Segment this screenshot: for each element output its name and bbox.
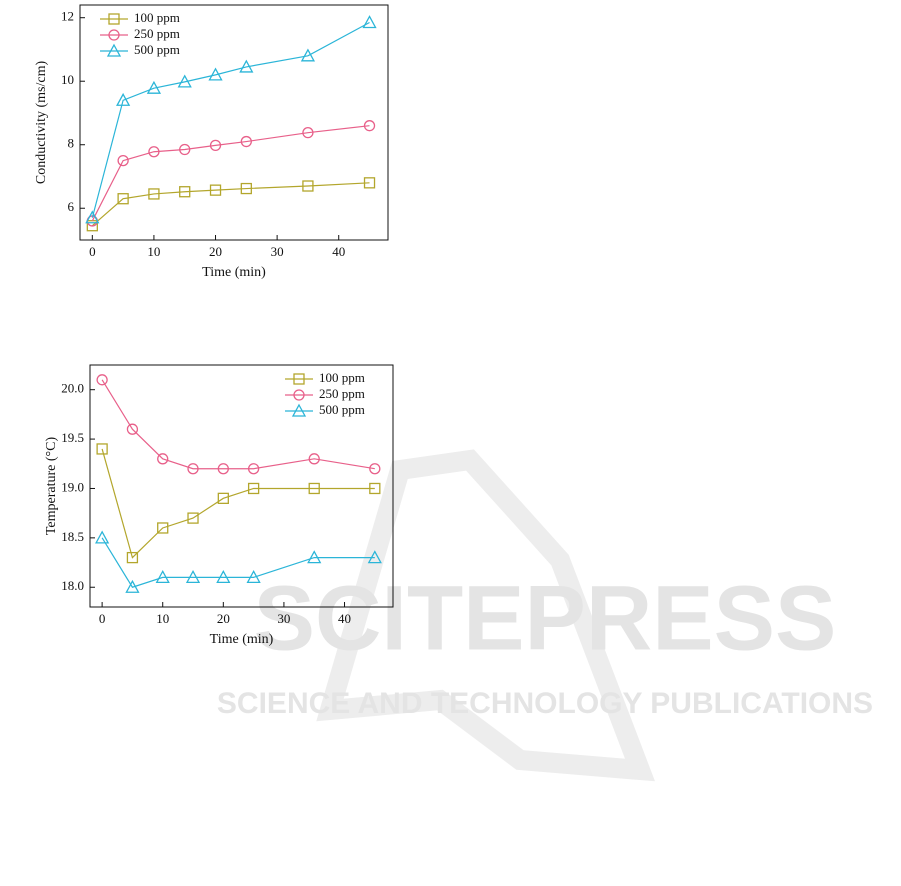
y-tick-label: 6 bbox=[68, 199, 75, 214]
x-tick-label: 30 bbox=[277, 611, 290, 626]
marker bbox=[247, 463, 260, 475]
marker bbox=[157, 522, 169, 534]
x-tick-label: 30 bbox=[271, 244, 284, 259]
marker bbox=[85, 210, 100, 224]
marker bbox=[117, 193, 129, 205]
marker bbox=[96, 374, 108, 386]
x-tick-label: 20 bbox=[209, 244, 222, 259]
marker bbox=[302, 180, 314, 192]
marker bbox=[308, 482, 320, 495]
legend-marker bbox=[106, 43, 122, 57]
marker bbox=[157, 453, 169, 465]
legend-label: 500 ppm bbox=[134, 42, 180, 57]
y-tick-label: 18.0 bbox=[61, 578, 84, 593]
legend-marker bbox=[291, 403, 307, 417]
series-line bbox=[91, 125, 370, 222]
x-axis-label: Time (min) bbox=[210, 632, 274, 647]
y-tick-label: 8 bbox=[68, 136, 75, 151]
legend-label: 500 ppm bbox=[319, 402, 365, 417]
series-line bbox=[91, 21, 370, 218]
marker bbox=[369, 463, 381, 475]
marker bbox=[217, 492, 229, 504]
marker bbox=[367, 550, 382, 564]
marker bbox=[216, 570, 231, 584]
marker bbox=[300, 48, 316, 62]
marker bbox=[363, 177, 376, 189]
marker bbox=[126, 551, 139, 564]
y-tick-label: 18.5 bbox=[61, 529, 84, 544]
marker bbox=[302, 127, 314, 139]
legend-label: 250 ppm bbox=[319, 386, 365, 401]
marker bbox=[187, 512, 199, 524]
marker bbox=[209, 139, 222, 152]
marker bbox=[179, 143, 191, 156]
x-tick-label: 10 bbox=[156, 611, 169, 626]
marker bbox=[126, 423, 139, 435]
legend-marker bbox=[108, 29, 120, 41]
marker bbox=[240, 182, 252, 195]
series-line bbox=[91, 182, 370, 227]
legend-marker bbox=[108, 13, 120, 25]
legend-label: 100 ppm bbox=[134, 10, 180, 25]
watermark-logo bbox=[316, 449, 655, 782]
marker bbox=[308, 453, 320, 465]
x-axis-label: Time (min) bbox=[202, 265, 266, 280]
marker bbox=[363, 120, 376, 132]
legend-marker bbox=[293, 373, 305, 385]
legend-label: 250 ppm bbox=[134, 26, 180, 41]
marker bbox=[116, 92, 131, 106]
y-tick-label: 19.0 bbox=[61, 479, 84, 494]
marker bbox=[209, 184, 222, 196]
marker bbox=[185, 570, 201, 584]
series-line bbox=[101, 379, 375, 470]
x-tick-label: 0 bbox=[89, 244, 96, 259]
marker bbox=[247, 482, 260, 495]
y-axis-label: Conductivity (ms/cm) bbox=[34, 61, 49, 185]
marker bbox=[177, 74, 192, 88]
x-tick-label: 40 bbox=[332, 244, 345, 259]
legend-label: 100 ppm bbox=[319, 370, 365, 385]
marker bbox=[362, 15, 377, 29]
y-tick-label: 19.5 bbox=[61, 430, 84, 445]
legend-marker bbox=[293, 389, 305, 401]
plot-frame bbox=[79, 4, 389, 241]
y-tick-label: 20.0 bbox=[61, 381, 84, 396]
series-line bbox=[101, 448, 375, 559]
x-tick-label: 40 bbox=[338, 611, 351, 626]
marker bbox=[179, 186, 191, 198]
watermark-title: SCITEPRESS bbox=[254, 567, 837, 669]
x-tick-label: 0 bbox=[99, 611, 106, 626]
marker bbox=[117, 154, 129, 167]
marker bbox=[95, 530, 110, 544]
marker bbox=[246, 570, 261, 584]
marker bbox=[148, 188, 160, 200]
marker bbox=[217, 463, 229, 475]
marker bbox=[240, 135, 252, 148]
marker bbox=[239, 59, 254, 73]
marker bbox=[148, 146, 160, 158]
plot-frame bbox=[89, 364, 394, 608]
x-tick-label: 10 bbox=[147, 244, 160, 259]
marker bbox=[208, 67, 223, 81]
x-tick-label: 20 bbox=[217, 611, 230, 626]
marker bbox=[155, 570, 170, 584]
marker bbox=[369, 482, 381, 495]
series-line bbox=[101, 537, 375, 588]
y-tick-label: 10 bbox=[61, 72, 74, 87]
marker bbox=[96, 443, 108, 455]
marker bbox=[125, 579, 140, 593]
watermark-subtitle: SCIENCE AND TECHNOLOGY PUBLICATIONS bbox=[217, 687, 873, 720]
marker bbox=[146, 80, 162, 94]
marker bbox=[307, 550, 322, 564]
y-axis-label: Temperature (°C) bbox=[44, 437, 59, 536]
y-tick-label: 12 bbox=[61, 9, 74, 24]
marker bbox=[187, 463, 199, 475]
